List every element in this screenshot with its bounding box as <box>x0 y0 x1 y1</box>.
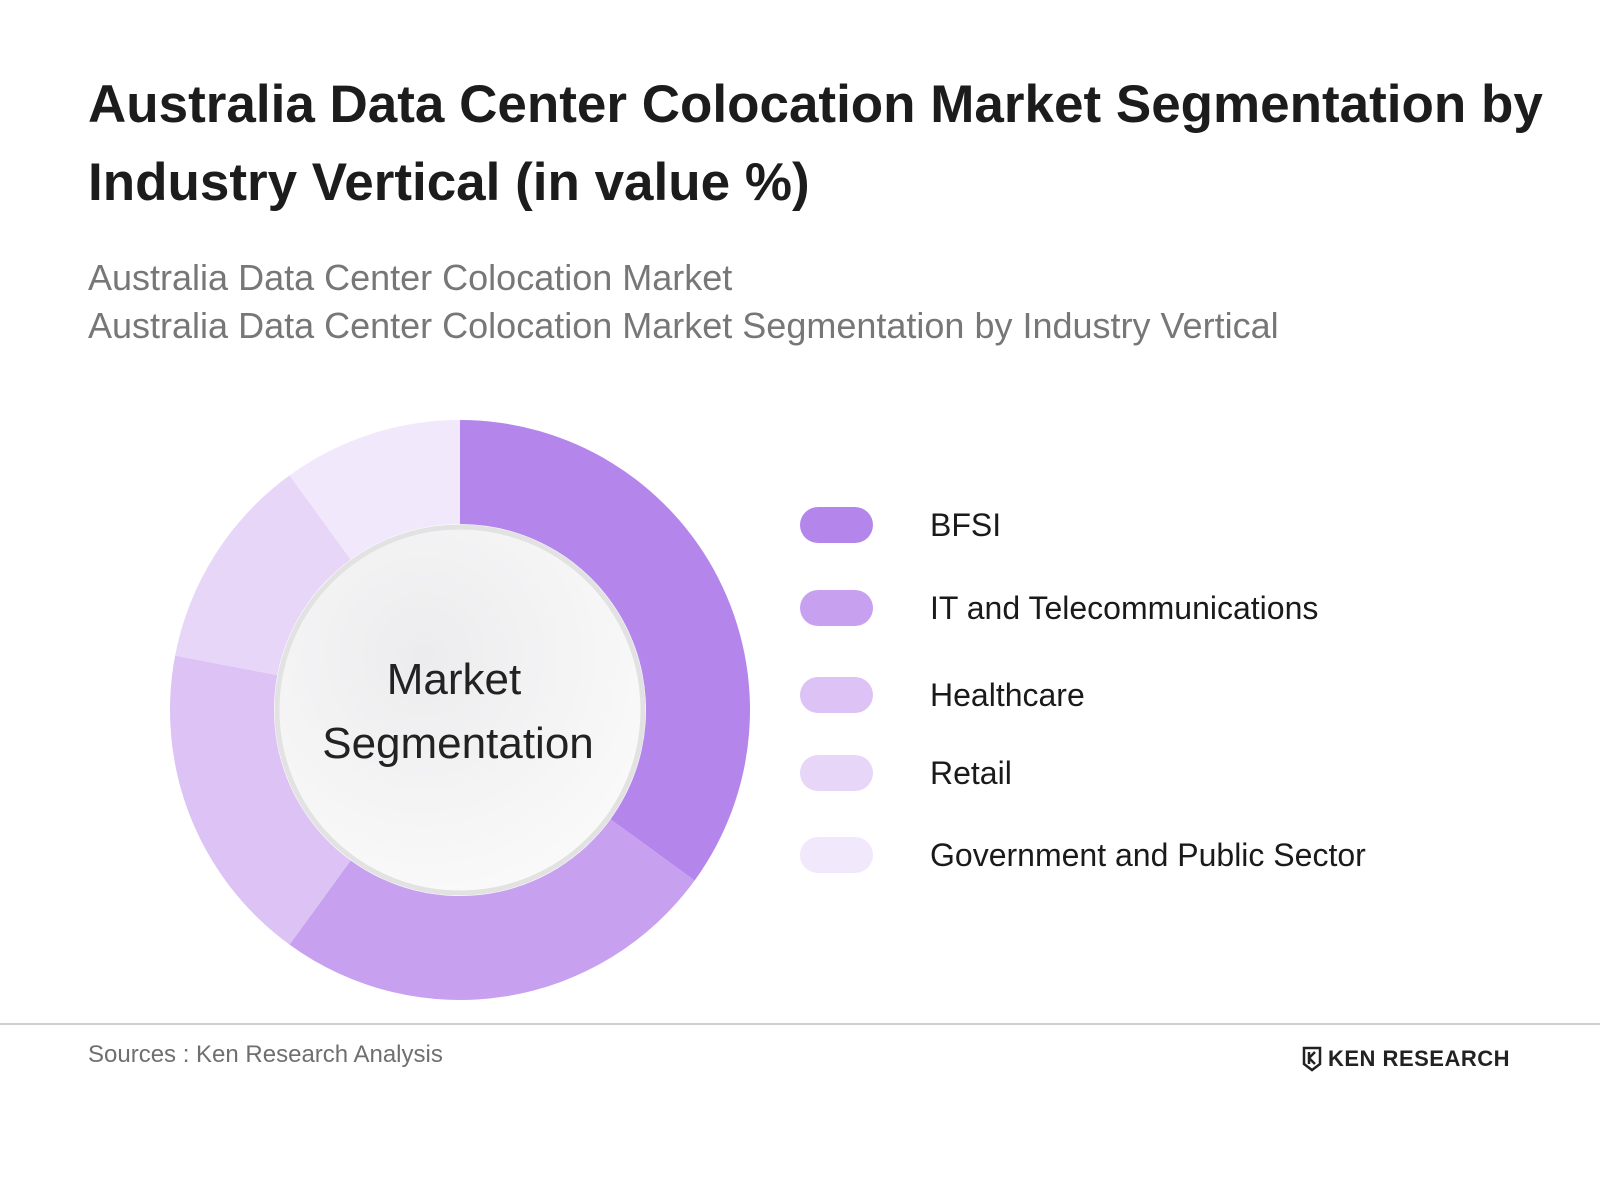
legend-item: IT and Telecommunications <box>800 588 1500 628</box>
legend-item: Retail <box>800 753 1500 793</box>
donut-slice-bfsi <box>460 420 751 881</box>
chart-title: Australia Data Center Colocation Market … <box>88 75 1543 212</box>
footer-divider <box>0 1023 1600 1025</box>
brand-logo: KEN RESEARCH <box>1302 1045 1510 1073</box>
brand-name: KEN RESEARCH <box>1328 1046 1511 1071</box>
legend-item: BFSI <box>800 505 1500 545</box>
legend-item: Government and Public Sector <box>800 835 1500 875</box>
donut-slice-retail <box>175 475 351 676</box>
legend-label: Government and Public Sector <box>930 837 1366 873</box>
subtitle-line-1: Australia Data Center Colocation Market <box>88 257 733 298</box>
legend-swatch <box>800 590 873 626</box>
donut-chart: Market Segmentation <box>170 420 751 1000</box>
donut-slice-government-and-public-sector <box>289 420 460 560</box>
ken-research-logo-icon <box>1302 1046 1322 1072</box>
legend-swatch <box>800 837 873 873</box>
center-label-line-2: Segmentation <box>322 719 594 768</box>
donut-slice-it-and-telecommunications <box>289 819 695 1000</box>
legend-label: IT and Telecommunications <box>930 590 1319 626</box>
legend-item: Healthcare <box>800 675 1500 715</box>
legend-label: Healthcare <box>930 677 1085 713</box>
chart-subtitle: Australia Data Center Colocation Market … <box>88 254 1548 350</box>
subtitle-line-2: Australia Data Center Colocation Market … <box>88 305 1279 346</box>
legend-swatch <box>800 677 873 713</box>
legend-label: BFSI <box>930 507 1002 543</box>
legend-label: Retail <box>930 755 1012 791</box>
legend-swatch <box>800 507 873 543</box>
legend-swatch <box>800 755 873 791</box>
center-label-line-1: Market <box>387 655 521 704</box>
donut-center-disc <box>274 524 646 896</box>
source-note: Sources : Ken Research Analysis <box>88 1041 443 1068</box>
donut-slice-healthcare <box>170 655 351 945</box>
